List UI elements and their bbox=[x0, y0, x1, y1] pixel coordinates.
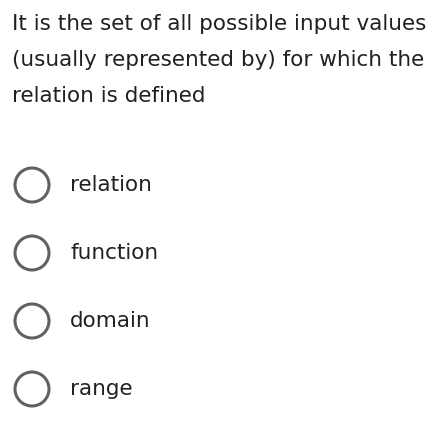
Text: function: function bbox=[70, 243, 158, 263]
Text: relation: relation bbox=[70, 175, 152, 195]
Text: domain: domain bbox=[70, 311, 151, 331]
Text: relation is defined: relation is defined bbox=[12, 86, 206, 106]
Text: (usually represented by) for which the: (usually represented by) for which the bbox=[12, 50, 424, 70]
Text: It is the set of all possible input values: It is the set of all possible input valu… bbox=[12, 14, 426, 34]
Text: range: range bbox=[70, 379, 133, 399]
